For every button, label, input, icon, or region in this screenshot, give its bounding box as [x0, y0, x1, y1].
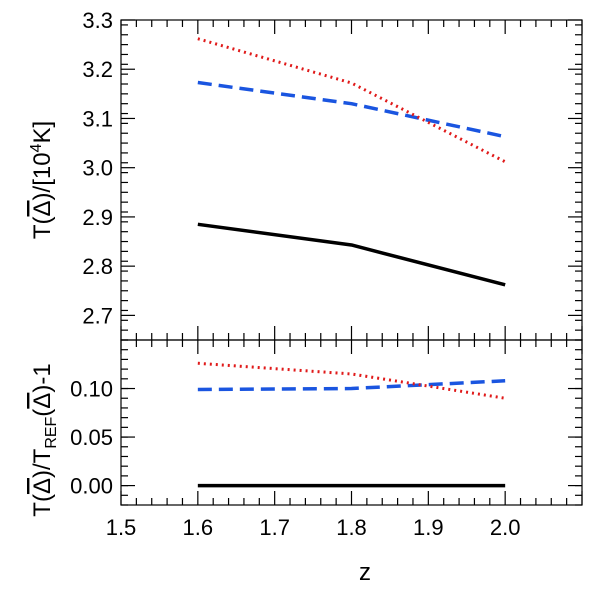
- top-ytick-label: 2.7: [82, 303, 113, 328]
- top-y-axis-title: T(Δ)/[104K]: [28, 121, 56, 239]
- bottom-ytick-label: 0.05: [70, 425, 113, 450]
- bottom-series-dashed-line: [197, 379, 506, 392]
- top-ytick-label: 3.1: [82, 106, 113, 131]
- bottom-ticks: [120, 339, 583, 506]
- bottom-ytick-label: 0.00: [70, 474, 113, 499]
- top-series-dotted-line: [197, 37, 506, 164]
- x-axis-title: z: [359, 559, 371, 586]
- top-ytick-label: 3.0: [82, 156, 113, 181]
- x-tick-label: 1.9: [413, 515, 444, 540]
- bottom-ylabel-mid: )/T: [29, 448, 56, 478]
- top-ytick-label: 3.3: [82, 8, 113, 33]
- bottom-ylabel-prefix: T(: [29, 494, 56, 517]
- bottom-ytick-label: 0.10: [70, 377, 113, 402]
- top-series-lines: [197, 37, 506, 287]
- bottom-ylabel-end: )-1: [29, 363, 56, 392]
- x-tick-label: 2.0: [490, 515, 521, 540]
- x-tick-label: 1.6: [183, 515, 214, 540]
- top-ylabel-prefix: T(: [29, 216, 56, 239]
- x-tick-label: 1.7: [259, 515, 290, 540]
- bottom-y-axis-title: T(Δ)/TREF(Δ)-1: [29, 363, 60, 516]
- bottom-panel-frame: [120, 339, 583, 506]
- top-series-dashed-line: [197, 80, 506, 139]
- top-ytick-label: 3.2: [82, 57, 113, 82]
- top-ytick-label: 2.8: [82, 254, 113, 279]
- top-ylabel-suffix: )/[10: [29, 152, 56, 200]
- top-ytick-label: 2.9: [82, 205, 113, 230]
- top-panel: 2.7 2.8 2.9 3.0 3.1 3.2 3.3 T(Δ)/[104K]: [28, 8, 583, 341]
- bottom-series-lines: [197, 361, 506, 488]
- bottom-ylabel-sub: REF: [43, 416, 60, 448]
- bottom-tick-labels: 0.00 0.05 0.10 1.5 1.6 1.7 1.8 1.9 2.0: [70, 377, 520, 540]
- top-tick-labels: 2.7 2.8 2.9 3.0 3.1 3.2 3.3: [82, 8, 113, 328]
- bottom-panel: 0.000.050.101.5 1.6 1.7 1.8 1.9 2.0 T(Δ)/TREF…: [29, 339, 583, 586]
- x-tick-label: 1.5: [106, 515, 137, 540]
- top-ylabel-symbol: Δ: [29, 200, 56, 216]
- top-panel-frame: [120, 19, 583, 341]
- top-ylabel-end: K]: [29, 121, 56, 144]
- bottom-series-dotted-line: [197, 361, 506, 400]
- x-tick-label: 1.8: [336, 515, 367, 540]
- bottom-ylabel-mid2: (: [29, 409, 56, 417]
- top-series-solid-line: [197, 222, 506, 287]
- top-ticks: [120, 19, 583, 341]
- bottom-ylabel-symbol2: Δ: [29, 393, 56, 409]
- top-ylabel-sup: 4: [28, 143, 45, 152]
- bottom-ylabel-symbol: Δ: [29, 478, 56, 494]
